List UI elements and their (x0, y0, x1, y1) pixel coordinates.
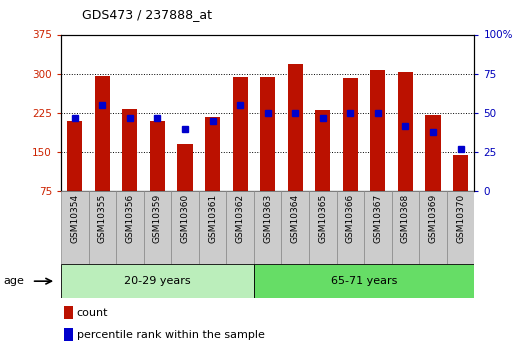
Text: GSM10360: GSM10360 (181, 194, 189, 243)
Bar (64, 306, 73, 319)
Bar (343, 78, 358, 191)
Text: age: age (3, 276, 24, 286)
Bar (144, 191, 171, 264)
Bar (67, 121, 82, 191)
Bar (254, 264, 474, 298)
Bar (260, 77, 275, 191)
Bar (364, 191, 392, 264)
Text: 65-71 years: 65-71 years (331, 276, 398, 286)
Bar (199, 191, 226, 264)
Bar (309, 191, 337, 264)
Text: GSM10359: GSM10359 (153, 194, 162, 243)
Bar (315, 110, 330, 191)
Bar (370, 70, 385, 191)
Text: GSM10363: GSM10363 (263, 194, 272, 243)
Text: GSM10370: GSM10370 (456, 194, 465, 243)
Text: count: count (77, 308, 108, 318)
Bar (426, 115, 440, 191)
Text: GSM10368: GSM10368 (401, 194, 410, 243)
Text: GSM10354: GSM10354 (70, 194, 79, 243)
Bar (178, 144, 192, 191)
Bar (205, 117, 220, 191)
Bar (122, 109, 137, 191)
Bar (419, 191, 447, 264)
Bar (61, 191, 89, 264)
Text: GSM10361: GSM10361 (208, 194, 217, 243)
Bar (116, 191, 144, 264)
Bar (150, 121, 165, 191)
Bar (254, 191, 281, 264)
Bar (233, 77, 248, 191)
Bar (398, 72, 413, 191)
Text: GDS473 / 237888_at: GDS473 / 237888_at (82, 8, 212, 21)
Text: GSM10355: GSM10355 (98, 194, 107, 243)
Bar (89, 191, 116, 264)
Text: GSM10362: GSM10362 (236, 194, 244, 243)
Text: GSM10369: GSM10369 (429, 194, 437, 243)
Text: GSM10364: GSM10364 (291, 194, 299, 243)
Text: 20-29 years: 20-29 years (124, 276, 191, 286)
Bar (61, 264, 254, 298)
Text: GSM10366: GSM10366 (346, 194, 355, 243)
Text: GSM10367: GSM10367 (374, 194, 382, 243)
Bar (288, 64, 303, 191)
Bar (95, 76, 110, 191)
Text: GSM10365: GSM10365 (319, 194, 327, 243)
Bar (453, 155, 468, 191)
Text: GSM10356: GSM10356 (126, 194, 134, 243)
Bar (337, 191, 364, 264)
Bar (64, 328, 73, 341)
Bar (392, 191, 419, 264)
Bar (171, 191, 199, 264)
Bar (447, 191, 474, 264)
Bar (226, 191, 254, 264)
Bar (281, 191, 309, 264)
Text: percentile rank within the sample: percentile rank within the sample (77, 330, 265, 340)
